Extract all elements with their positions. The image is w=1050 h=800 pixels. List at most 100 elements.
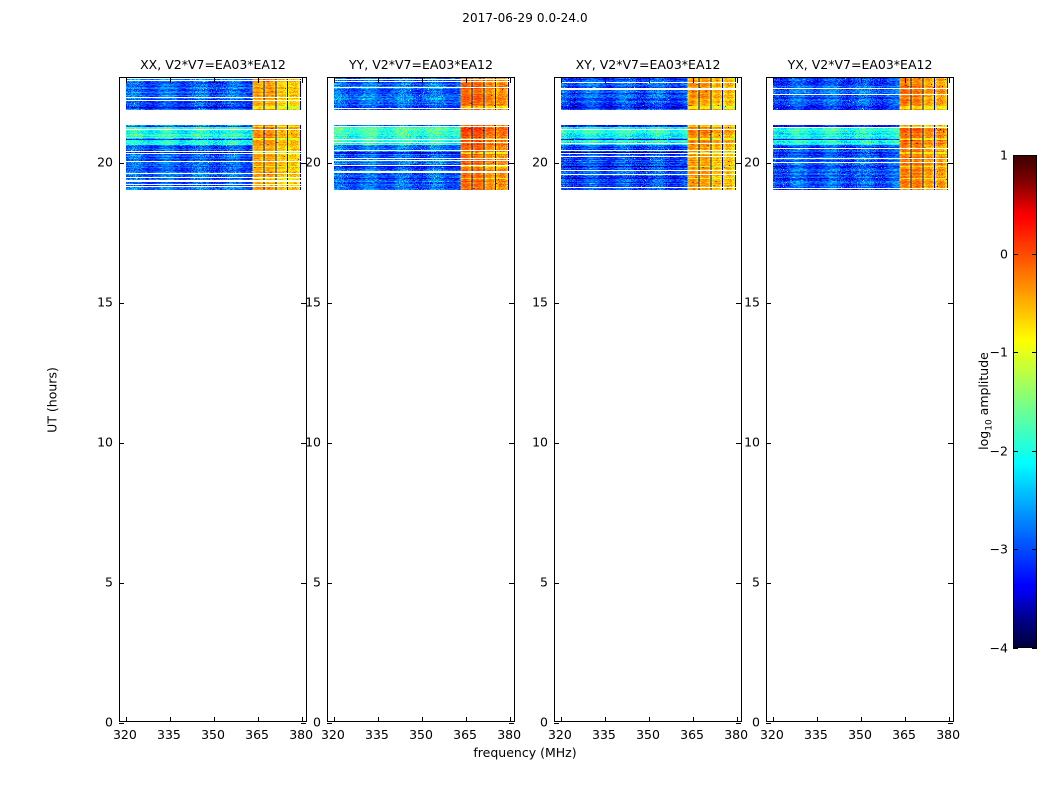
x-axis-tick-label: 320 [320,727,345,742]
y-axis-tick-label: 5 [105,574,113,590]
colorbar [1013,155,1037,648]
colorbar-tick [1013,155,1018,156]
y-axis-tick-label: 0 [313,714,321,730]
figure-suptitle: 2017-06-29 0.0-24.0 [462,11,588,25]
y-axis-tick [327,443,332,445]
y-axis-tick [509,723,514,724]
x-axis-tick-label: 365 [245,727,269,742]
y-axis-tick [119,303,124,305]
plot-panel-xx: XX, V2*V7=EA03*EA12 [119,57,307,724]
y-axis-tick [948,443,953,445]
x-axis-tick [258,717,260,722]
x-axis-tick-label: 335 [592,727,616,742]
x-axis-tick-label: 365 [680,727,704,742]
x-axis-tick [510,78,512,83]
x-axis-tick [861,717,862,722]
x-axis-tick [649,717,650,722]
x-axis-tick-label: 365 [892,727,916,742]
x-axis-tick [125,78,127,83]
colorbar-tick [1013,253,1018,255]
x-axis-tick [333,78,335,83]
x-axis-tick-label: 320 [759,727,784,742]
panel-title-xy: XY, V2*V7=EA03*EA12 [575,57,721,72]
y-axis-tick [119,583,124,585]
y-axis-tick [301,303,306,305]
y-axis-tick [766,163,771,165]
x-axis-tick-label: 350 [409,727,433,742]
x-axis-tick [737,78,739,83]
colorbar-tick-label: −3 [989,541,1008,557]
colorbar-tick [1013,648,1018,649]
y-axis-tick-label: 0 [105,714,113,730]
colorbar-tick [1013,352,1018,354]
x-axis-tick [949,78,951,83]
x-axis-tick [604,78,606,83]
y-axis-tick [766,303,771,305]
waterfall-image-xy [555,78,741,190]
y-axis-tick-label: 5 [752,574,760,590]
colorbar-tick-label: 1 [1000,147,1008,163]
x-axis-tick-label: 320 [547,727,572,742]
y-axis-tick [766,583,771,585]
x-axis-tick-label: 380 [936,727,961,742]
colorbar-tick [1013,549,1018,551]
y-axis-tick-label: 5 [313,574,321,590]
x-axis-tick [466,78,468,83]
colorbar-tick [1032,155,1037,156]
y-axis-tick [948,723,953,724]
y-axis-tick-label: 10 [744,434,760,450]
x-axis-tick [693,78,695,83]
x-axis-tick [560,717,562,722]
x-axis-tick [125,717,127,722]
waterfall-image-xx [120,78,306,190]
x-axis-tick-label: 350 [848,727,872,742]
x-axis-tick [258,78,260,83]
x-axis-tick [737,717,739,722]
y-axis-tick [301,583,306,585]
waterfall-image-yx [767,78,953,190]
y-axis-tick [327,723,332,724]
x-axis-tick [772,717,774,722]
x-axis-tick [772,78,774,83]
y-axis-tick [948,303,953,305]
y-axis-tick [327,583,332,585]
y-axis-tick [736,443,741,445]
colorbar-tick-label: −1 [989,344,1008,360]
y-axis-tick [554,723,559,724]
x-axis-tick [816,78,818,83]
plot-panel-xy: XY, V2*V7=EA03*EA12 [554,57,742,724]
x-axis-tick-label: 380 [724,727,749,742]
x-axis-tick [302,78,304,83]
x-axis-tick [949,717,951,722]
x-axis-tick [604,717,606,722]
y-axis-tick [509,583,514,585]
colorbar-tick [1032,450,1037,452]
x-axis-tick [510,717,512,722]
x-axis-tick [905,717,907,722]
x-axis-tick [816,717,818,722]
y-axis-tick-label: 10 [305,434,321,450]
x-axis-tick-label: 335 [157,727,181,742]
y-axis-tick-label: 15 [744,294,760,310]
x-axis-tick [693,717,695,722]
colorbar-label-sub: 10 [984,419,995,431]
y-axis-tick-label: 15 [305,294,321,310]
x-axis-tick [422,78,423,83]
x-axis-tick [169,717,171,722]
colorbar-tick-label: 0 [1000,246,1008,262]
y-axis-tick [327,163,332,165]
x-axis-tick [214,78,215,83]
x-axis-tick-label: 335 [365,727,389,742]
y-axis-tick [948,163,953,165]
y-axis-tick [509,443,514,445]
x-axis-tick-label: 350 [636,727,660,742]
y-axis-tick-label: 20 [305,154,321,170]
y-axis-tick [301,723,306,724]
x-axis-tick [302,717,304,722]
colorbar-label-main: log [975,430,991,450]
y-axis-tick-label: 20 [97,154,113,170]
x-axis-tick-label: 350 [201,727,225,742]
colorbar-tick [1032,549,1037,551]
y-axis-tick [554,583,559,585]
